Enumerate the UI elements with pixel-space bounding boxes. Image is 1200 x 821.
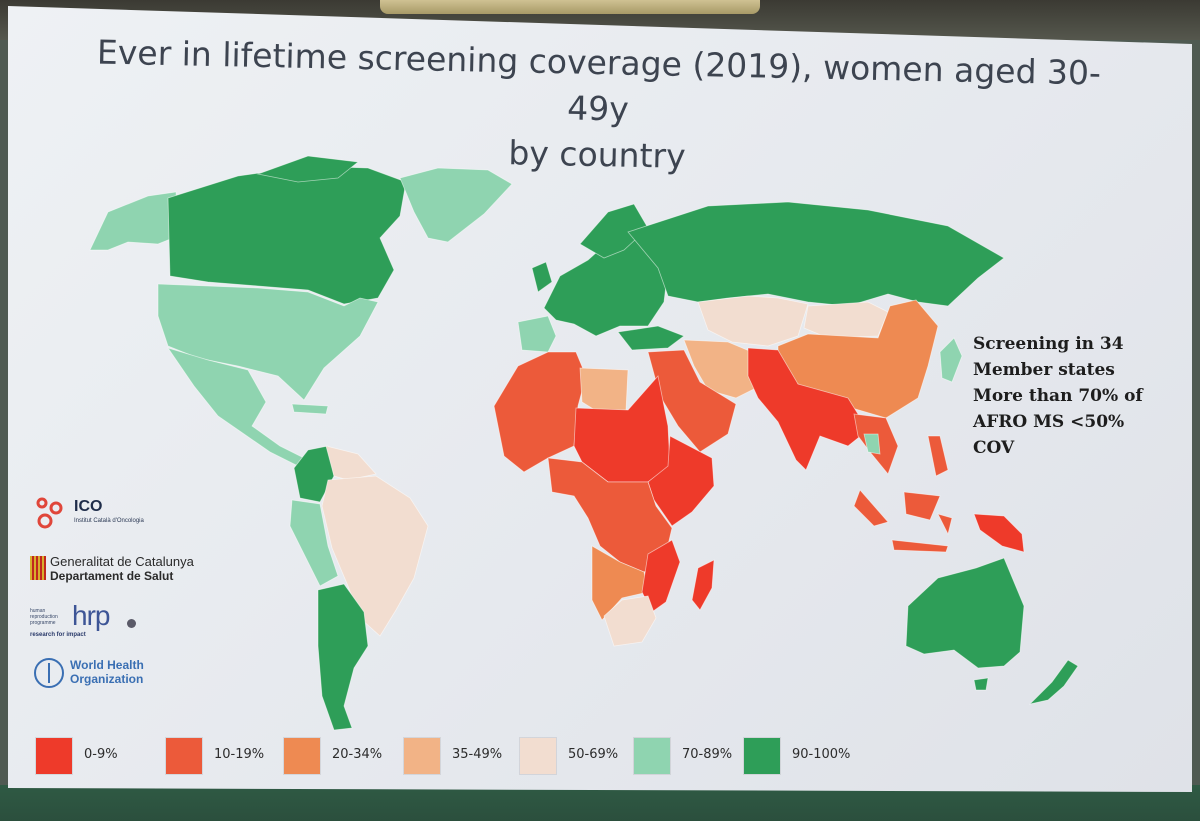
world-map <box>89 155 1079 731</box>
hrp-tagline: research for impact <box>30 632 86 638</box>
hrp-dot-icon <box>127 619 136 628</box>
legend-swatch <box>166 738 202 774</box>
annotation-line-1: Screening in 34 <box>973 334 1124 354</box>
region-tasmania <box>973 677 989 691</box>
map-legend: 0-9% 10-19% 20-34% 35-49% 50-69% 70-89% … <box>8 6 1192 792</box>
region-uk <box>531 261 553 293</box>
region-brazil <box>321 475 429 637</box>
ico-name: ICO <box>74 498 103 515</box>
region-thailand <box>863 433 881 455</box>
region-madagascar <box>691 559 715 611</box>
region-southern-africa <box>591 545 649 621</box>
legend-label: 20-34% <box>332 747 383 762</box>
region-libya <box>579 367 629 413</box>
coverage-annotation: Screening in 34 Member states More than … <box>973 331 1173 461</box>
region-japan <box>939 337 963 383</box>
annotation-line-4: AFRO MS <50% <box>973 412 1125 432</box>
region-caribbean <box>291 403 329 415</box>
legend-swatch <box>404 738 440 774</box>
ceiling-light <box>380 0 760 14</box>
region-usa <box>157 283 379 401</box>
projected-slide: Ever in lifetime screening coverage (201… <box>8 6 1192 792</box>
partner-logos: ICO Institut Català d'Oncologia Generali… <box>28 494 208 700</box>
region-canada-arctic <box>256 155 359 183</box>
region-argentina-chile <box>317 583 369 731</box>
region-andes <box>289 499 339 587</box>
legend-label: 0-9% <box>84 747 118 762</box>
region-north-west-africa <box>493 351 587 473</box>
region-greenland <box>399 167 513 243</box>
region-new-zealand <box>1028 659 1079 705</box>
legend-label: 90-100% <box>792 747 851 762</box>
region-east-africa <box>647 435 715 527</box>
who-emblem-icon <box>34 658 64 688</box>
region-alaska <box>89 191 179 251</box>
region-canada <box>167 165 407 305</box>
legend-label: 50-69% <box>568 747 619 762</box>
region-central-asia <box>697 295 809 347</box>
ico-rings-icon <box>36 497 63 529</box>
legend-label: 10-19% <box>214 747 265 762</box>
region-turkey <box>617 325 685 351</box>
generalitat-logo: Generalitat de Catalunya Departament de … <box>28 554 208 598</box>
region-papua <box>973 513 1025 553</box>
region-saudi-arabia <box>647 349 737 453</box>
hrp-name: hrp <box>72 600 110 631</box>
region-philippines <box>927 435 949 477</box>
region-iberia <box>517 315 557 353</box>
annotation-line-2: Member states <box>973 360 1115 380</box>
region-indonesia <box>853 489 953 553</box>
legend-swatch <box>284 738 320 774</box>
region-venezuela-guianas <box>325 445 377 481</box>
who-logo: World Health Organization <box>28 656 208 700</box>
generalitat-name: Generalitat de Catalunya <box>50 554 194 569</box>
region-europe <box>543 237 669 337</box>
who-name: World Health Organization <box>70 658 144 686</box>
region-iran-region <box>683 339 761 399</box>
ico-logo: ICO Institut Català d'Oncologia <box>28 494 208 542</box>
legend-label: 70-89% <box>682 747 733 762</box>
annotation-line-3: More than 70% of <box>973 386 1143 406</box>
legend-label: 35-49% <box>452 747 503 762</box>
annotation-line-5: COV <box>973 438 1015 458</box>
catalan-flag-icon <box>30 556 46 580</box>
generalitat-department: Departament de Salut <box>50 569 174 583</box>
region-south-asia <box>747 347 869 471</box>
region-australia <box>905 557 1025 669</box>
region-mongolia <box>803 301 889 339</box>
hrp-logo: human reproduction programme hrp researc… <box>28 600 208 646</box>
hrp-programme-text: human reproduction programme <box>30 608 58 626</box>
ico-subtitle: Institut Català d'Oncologia <box>74 518 144 524</box>
legend-swatch <box>634 738 670 774</box>
legend-swatch <box>744 738 780 774</box>
region-south-africa <box>603 595 657 647</box>
legend-swatch <box>520 738 556 774</box>
legend-swatch <box>36 738 72 774</box>
region-russia <box>627 201 1005 307</box>
region-mozambique <box>641 539 681 613</box>
